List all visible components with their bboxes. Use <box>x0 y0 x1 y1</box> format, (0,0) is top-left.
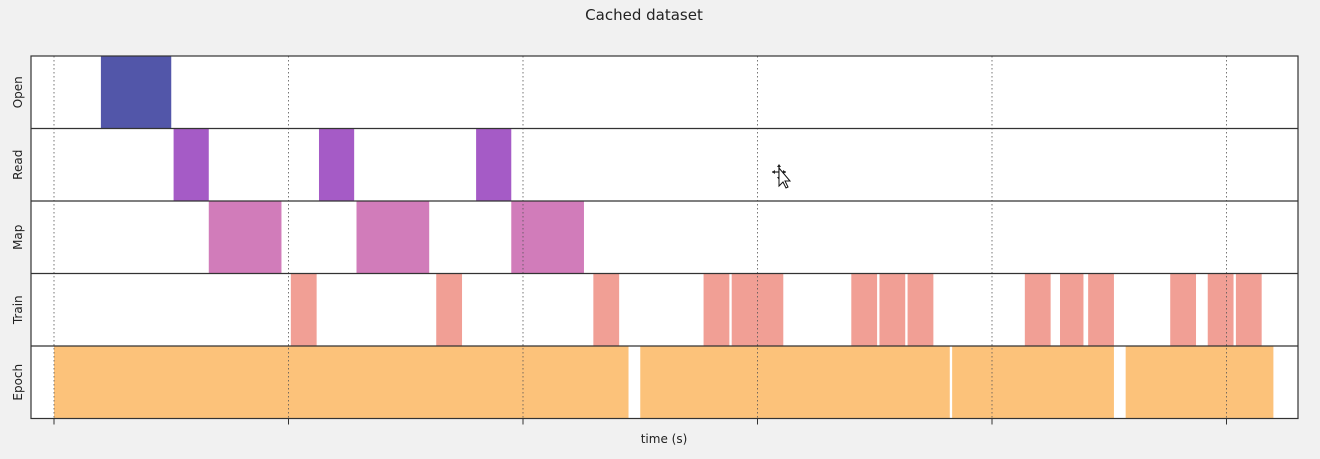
interval-map-1 <box>356 201 430 273</box>
interval-read-2 <box>476 129 512 201</box>
interval-train-10 <box>1060 274 1084 346</box>
interval-map-2 <box>511 201 584 273</box>
chart-title: Cached dataset <box>585 6 703 24</box>
row-label-epoch: Epoch <box>11 364 25 401</box>
interval-train-0 <box>290 274 317 346</box>
interval-train-5 <box>757 274 784 346</box>
interval-epoch-1 <box>640 346 950 418</box>
interval-train-2 <box>593 274 620 346</box>
interval-train-7 <box>879 274 906 346</box>
interval-read-1 <box>318 129 355 201</box>
interval-train-9 <box>1024 274 1051 346</box>
interval-train-3 <box>703 274 730 346</box>
interval-train-6 <box>851 274 878 346</box>
interval-train-4 <box>731 274 758 346</box>
plot-area: Open Read Map Train Epoch <box>11 55 1299 425</box>
interval-train-8 <box>907 274 934 346</box>
interval-train-1 <box>436 274 463 346</box>
plot-frame <box>30 55 1299 420</box>
interval-epoch-0 <box>54 346 629 418</box>
interval-train-11 <box>1088 274 1114 346</box>
interval-map-0 <box>208 201 282 273</box>
row-label-map: Map <box>11 225 25 250</box>
row-label-open: Open <box>11 76 25 108</box>
interval-read-0 <box>173 129 209 201</box>
interval-train-14 <box>1235 274 1262 346</box>
interval-train-12 <box>1170 274 1197 346</box>
interval-epoch-2 <box>952 346 1114 418</box>
interval-open-0 <box>100 56 172 128</box>
row-label-read: Read <box>11 150 25 180</box>
row-label-train: Train <box>11 295 25 325</box>
interval-epoch-3 <box>1125 346 1274 418</box>
x-axis-label: time (s) <box>641 432 688 446</box>
interval-train-13 <box>1207 274 1234 346</box>
